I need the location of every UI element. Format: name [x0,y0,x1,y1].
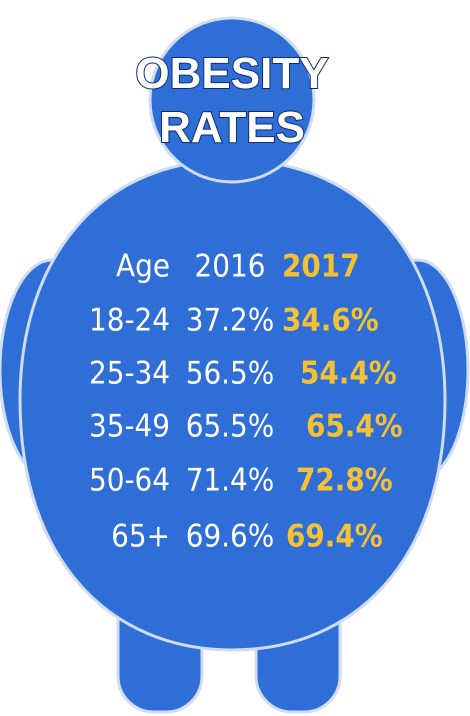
table: Age 2016 2017 18-24 37.2% 34.6% 25-34 56.5% 54.4… [89,249,403,555]
table-cell: 50-64 [89,463,170,499]
title-line-1: OBESITY [135,49,328,98]
head [148,16,316,184]
body [18,158,447,652]
column-header: 2016 [195,249,266,285]
table-cell: 65.4% [306,409,403,445]
table-cell: 37.2% [186,303,275,339]
figure [0,16,470,714]
table-cell: 65+ [111,519,170,555]
column-header: 2017 [282,249,360,285]
table-cell: 69.4% [286,519,383,555]
title-line-2: RATES [159,103,305,152]
table-cell: 71.4% [186,463,275,499]
table-cell: 72.8% [296,463,393,499]
table-cell: 65.5% [186,409,275,445]
table-cell: 56.5% [186,356,275,392]
table-cell: 54.4% [300,356,397,392]
table-cell: 25-34 [89,356,170,392]
table-cell: 34.6% [282,303,379,339]
table-cell: 69.6% [186,519,275,555]
column-header: Age [116,249,170,285]
table-cell: 35-49 [89,409,170,445]
table-cell: 18-24 [89,303,170,339]
